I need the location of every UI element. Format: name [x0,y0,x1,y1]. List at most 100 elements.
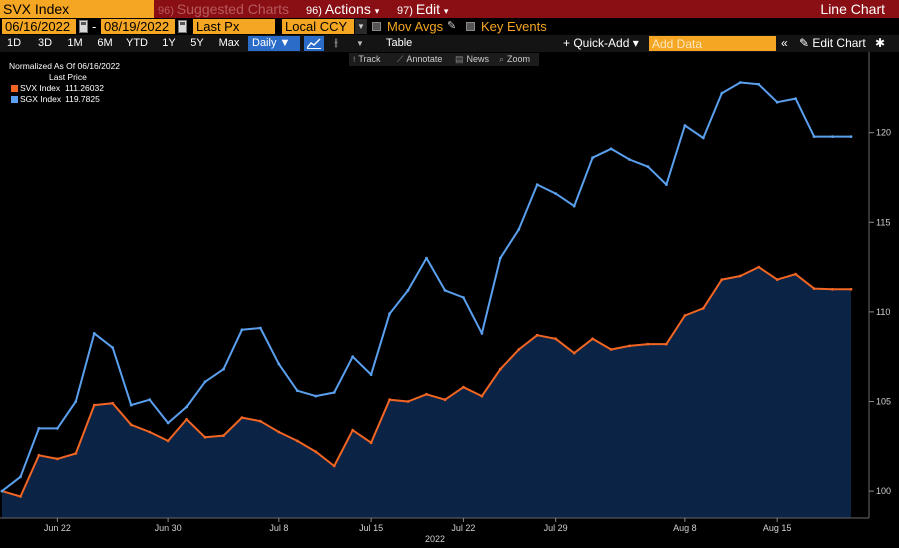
annotate-label: Annotate [406,54,443,64]
sgx-point [443,289,447,292]
suggested-charts-label: Suggested Charts [176,1,289,17]
parameter-row: 06/16/2022 - 08/19/2022 Last Px Local CC… [0,18,899,35]
svx-color-swatch [11,85,18,92]
svx-point [609,348,613,351]
price-field-select[interactable]: Last Px [193,19,275,34]
edit-menu[interactable]: 97) Edit ▾ [397,0,448,18]
legend-item-sgx[interactable]: SGX Index 119.7825 [9,94,144,105]
svx-point [498,367,502,371]
annotate-icon: ⟋ [397,54,404,64]
sgx-point [812,135,816,139]
actions-chevron-down-icon: ▾ [374,6,380,16]
svx-point [554,337,558,341]
date-separator: - [92,19,97,34]
sgx-point [351,355,355,359]
sgx-point [166,421,170,425]
line-chart-icon[interactable] [304,36,324,51]
x-tick-label: Aug 15 [763,523,792,533]
edit-chart-button[interactable]: ✎ Edit Chart [799,36,866,50]
y-tick-label: 110 [876,307,890,317]
zoom-icon: ⌕ [499,54,505,64]
svx-point [628,344,631,348]
x-tick-label: Jul 22 [451,523,475,533]
actions-menu[interactable]: 96) Actions ▾ [306,0,379,18]
pencil-icon[interactable]: ✎ [447,20,457,32]
annotate-button[interactable]: ⟋ Annotate [397,53,442,66]
table-button[interactable]: Table [386,37,413,49]
svx-point [185,418,189,421]
start-date-field[interactable]: 06/16/2022 [2,19,76,34]
x-tick-label: Aug 8 [673,523,697,533]
svx-point [775,278,779,281]
suggested-charts-menu[interactable]: 96) Suggested Charts [158,0,289,18]
svx-point [794,272,797,276]
legend: Normalized As Of 06/16/2022 Last Price S… [9,61,144,106]
svx-point [111,401,115,405]
sgx-point [591,156,594,160]
svx-point [166,439,170,443]
svx-line-layer [0,265,853,498]
collapse-icon[interactable]: « [781,36,788,50]
range-ytd-button[interactable]: YTD [126,37,148,49]
end-date-field[interactable]: 08/19/2022 [101,19,175,34]
sgx-point [277,362,281,366]
sgx-point [775,100,779,104]
legend-subtitle: Last Price [49,72,87,82]
news-button[interactable]: ▤ News [455,53,489,66]
sgx-point [129,403,133,407]
sgx-legend-value: 119.7825 [65,94,100,104]
range-1m-button[interactable]: 1M [67,37,83,49]
svx-area [2,267,851,518]
sgx-point [203,380,207,384]
sgx-point [148,398,152,402]
range-5y-button[interactable]: 5Y [190,37,204,49]
x-tick-label: Jun 22 [44,523,71,533]
zoom-button[interactable]: ⌕ Zoom [499,53,530,66]
svx-point [332,464,336,468]
y-tick-label: 120 [876,128,891,138]
sgx-point [295,389,299,393]
x-axis-year-label: 2022 [425,534,445,544]
range-3d-button[interactable]: 3D [37,37,53,49]
sgx-point [831,135,834,139]
chart-tools-bar: ⟊ Track ⟋ Annotate ▤ News ⌕ Zoom [349,53,539,66]
svx-point [74,452,78,455]
svx-point [535,333,539,337]
sgx-point [738,81,742,84]
svx-point [222,434,225,437]
title-bar: SVX Index 96) Suggested Charts 96) Actions… [0,0,899,18]
range-6m-button[interactable]: 6M [97,37,113,49]
gear-icon[interactable]: ✱ [875,36,886,50]
svx-point [295,439,299,443]
ticker-field[interactable]: SVX Index [0,0,154,18]
bar-style-icon[interactable]: ⫲ [334,37,338,49]
legend-item-svx[interactable]: SVX Index 111.26032 [9,83,144,94]
edit-label: Edit [415,1,441,17]
end-calendar-icon[interactable] [178,20,187,33]
currency-dropdown-icon[interactable]: ▼ [355,19,367,34]
track-button[interactable]: ⟊ Track [353,53,380,66]
range-1d-button[interactable]: 1D [6,37,22,49]
svx-point [351,428,355,432]
currency-select[interactable]: Local CCY [282,19,354,34]
sgx-point [332,391,336,394]
legend-title: Normalized As Of 06/16/2022 [9,61,121,71]
svx-point [683,314,687,317]
quick-add-button[interactable]: + Quick-Add ▾ [563,36,639,50]
svx-point [277,430,281,434]
svx-point [849,287,853,291]
sgx-point [259,326,262,330]
chart-style-dropdown-icon[interactable]: ▼ [356,39,364,48]
range-max-button[interactable]: Max [218,37,240,49]
sgx-point [111,346,115,350]
key-events-checkbox[interactable] [466,22,475,31]
svx-point [757,265,761,269]
start-calendar-icon[interactable] [79,20,88,33]
frequency-dropdown[interactable]: Daily ▼ [248,36,300,51]
mov-avgs-checkbox[interactable] [372,22,381,31]
range-1y-button[interactable]: 1Y [162,37,176,49]
sgx-point [646,165,650,169]
svx-point [148,430,152,434]
add-data-input[interactable] [649,36,776,51]
